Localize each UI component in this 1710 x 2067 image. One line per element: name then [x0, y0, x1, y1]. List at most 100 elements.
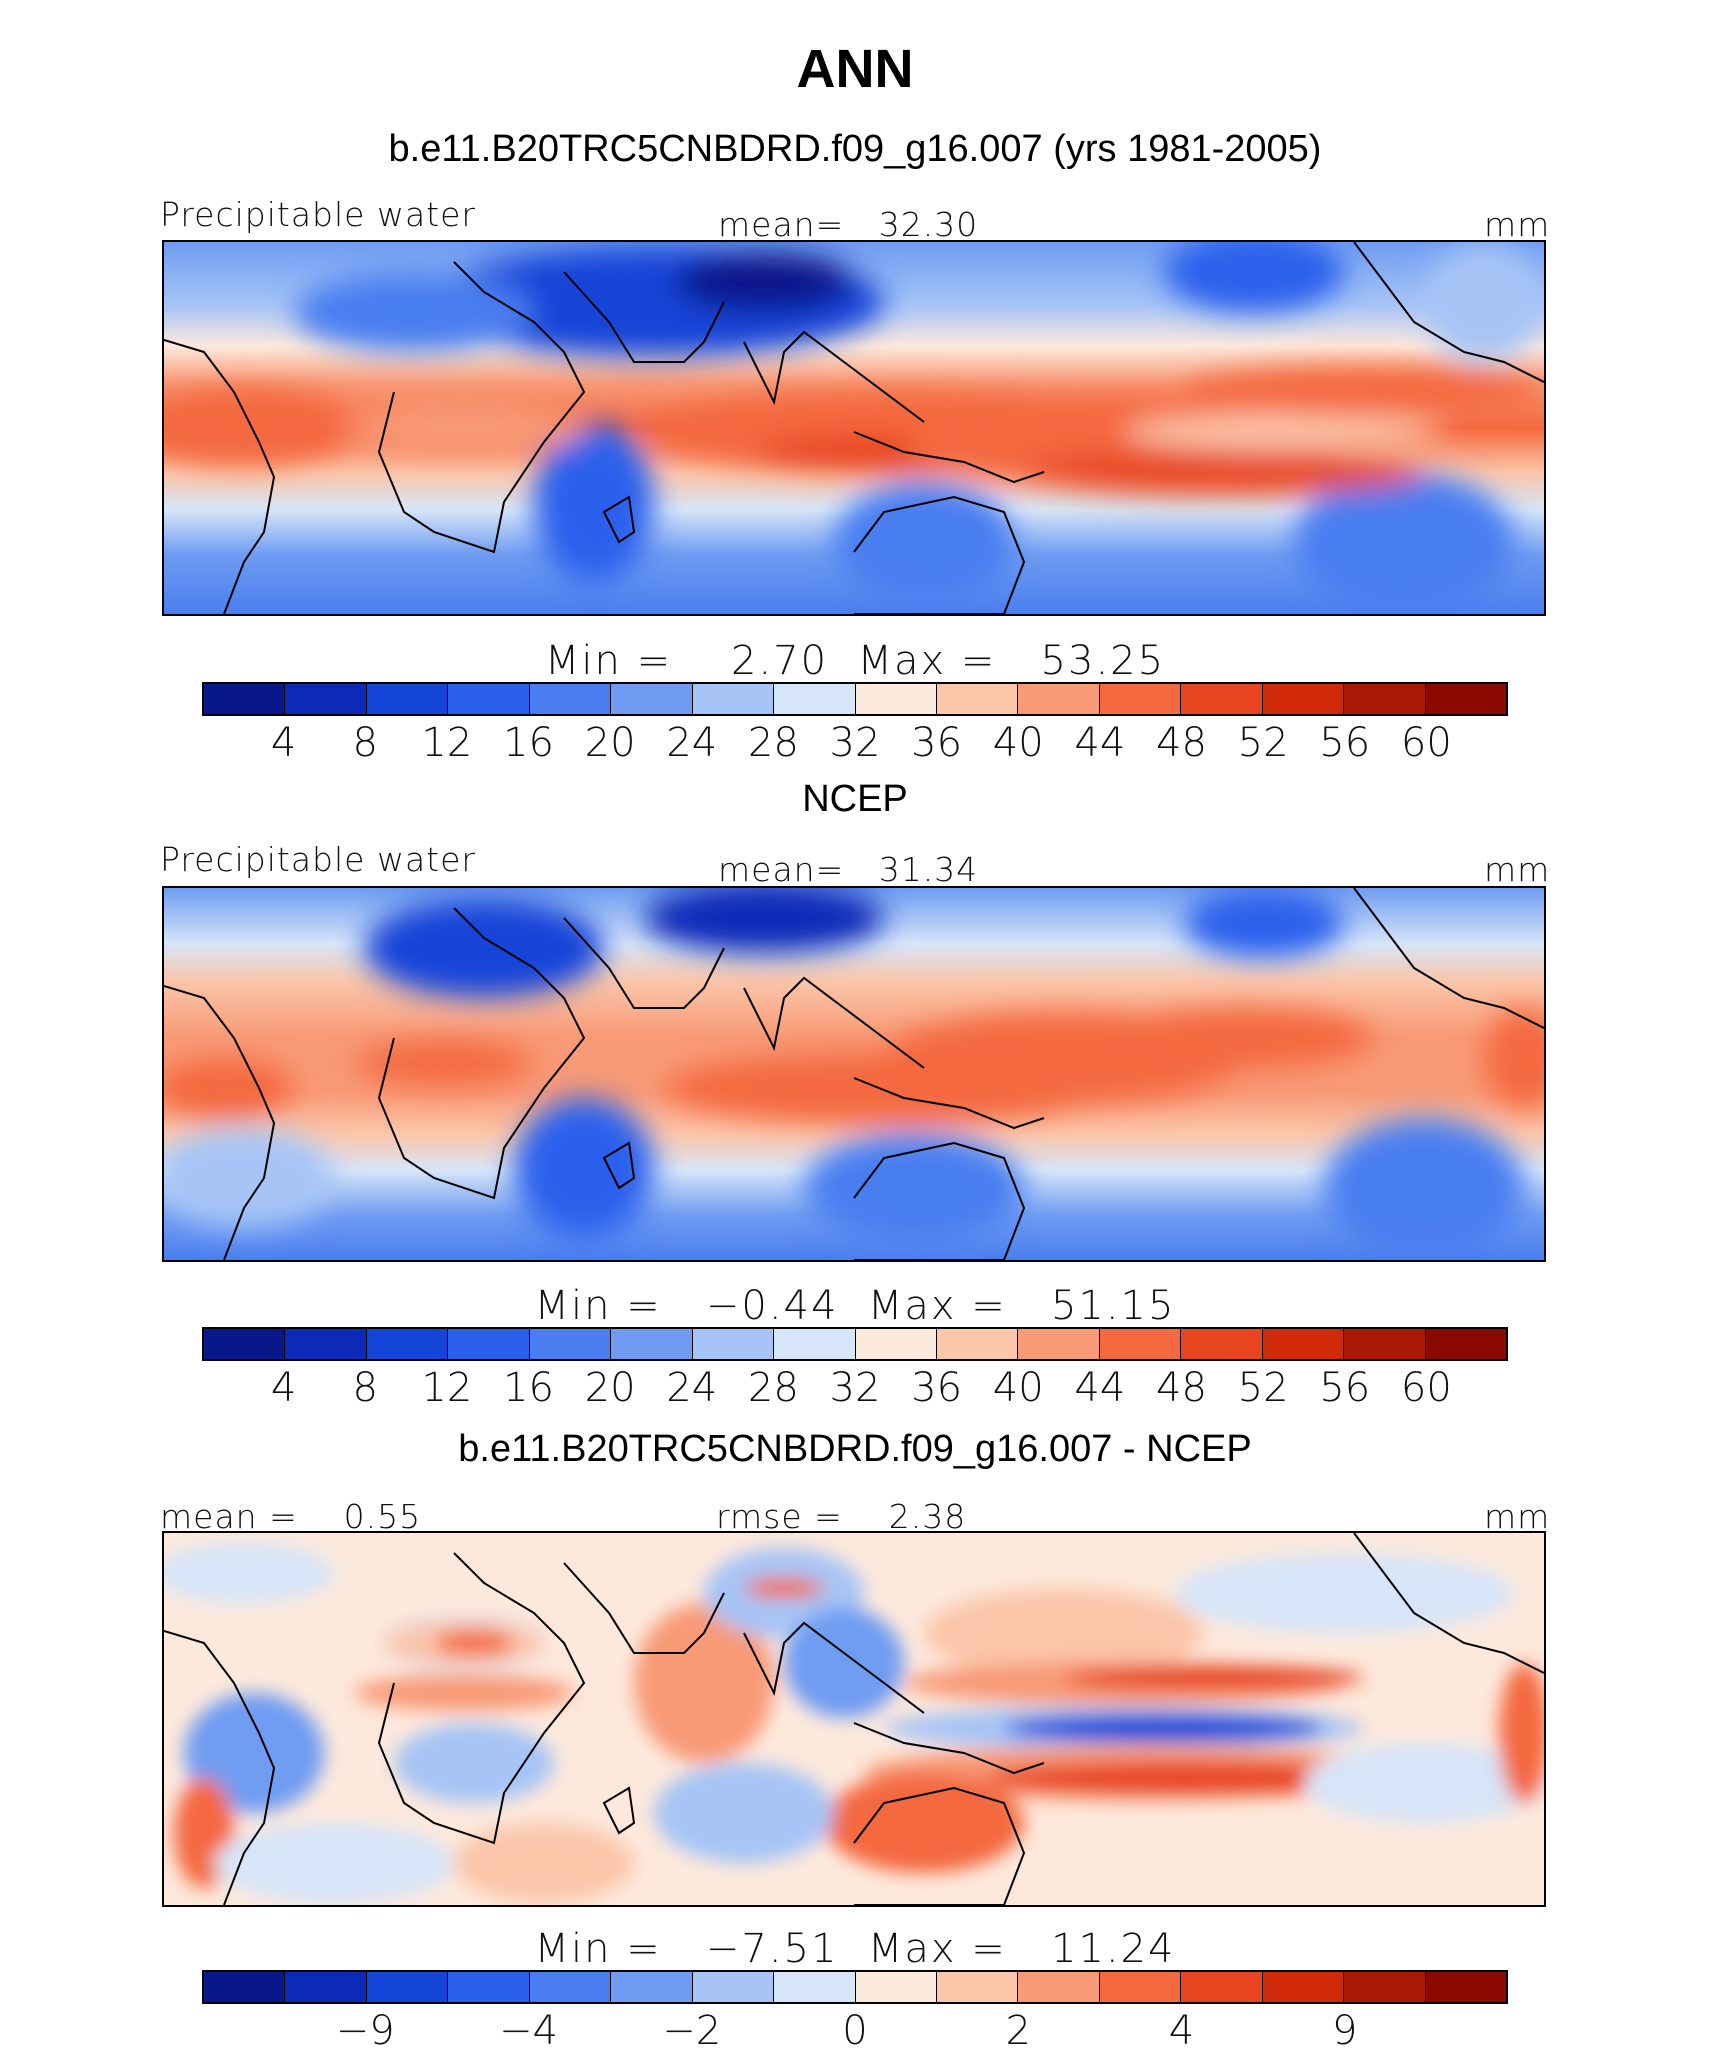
panel-2-colorbar-bin — [1099, 1329, 1182, 1359]
panel-1-colorbar-bin — [855, 684, 937, 714]
panel-3-colorbar-bin — [448, 1972, 530, 2002]
colorbar-tick-label: 36 — [911, 1365, 963, 1411]
colorbar-tick-label: 40 — [992, 720, 1044, 766]
panel-3-colorbar-ticks: −9 −4 −2 0 2 4 9 — [0, 2008, 1710, 2056]
panel-1-colorbar — [202, 682, 1508, 716]
panel-2-field-blobs — [164, 888, 1544, 1258]
panel-2-colorbar-bin — [774, 1329, 856, 1359]
panel-1-map — [162, 240, 1546, 616]
panel-3-mean-label: mean = 0.55 — [160, 1497, 422, 1536]
colorbar-tick-label: 48 — [1156, 720, 1207, 766]
panel-2-colorbar-bin — [529, 1329, 612, 1359]
panel-2-minmax: Min = −0.44 Max = 51.15 — [534, 1283, 1176, 1329]
colorbar-tick-label: 44 — [1074, 1365, 1126, 1411]
panel-1-colorbar-bin — [936, 684, 1019, 714]
panel-3-colorbar-bin — [1099, 1972, 1182, 2002]
panel-1-colorbar-bin — [1344, 684, 1426, 714]
panel-2-subtitle: NCEP — [802, 778, 908, 820]
panel-3-colorbar-bin — [285, 1972, 367, 2002]
panel-2-colorbar-bin — [855, 1329, 937, 1359]
colorbar-tick-label: 20 — [584, 720, 636, 766]
colorbar-tick-label: 40 — [992, 1365, 1044, 1411]
panel-3-units-label: mm — [1484, 1497, 1551, 1536]
panel-3-colorbar-bin — [855, 1972, 937, 2002]
colorbar-tick-label: 32 — [829, 720, 881, 766]
colorbar-tick-label: 56 — [1319, 720, 1371, 766]
colorbar-tick-label: 28 — [747, 1365, 799, 1411]
panel-2-colorbar-bin — [204, 1329, 286, 1359]
panel-2-colorbar-bin — [1344, 1329, 1426, 1359]
colorbar-tick-label: 9 — [1332, 2008, 1358, 2054]
colorbar-tick-label: 0 — [842, 2008, 868, 2054]
panel-2-map — [162, 886, 1546, 1262]
panel-1-colorbar-bin — [529, 684, 612, 714]
colorbar-tick-label: 48 — [1156, 1365, 1207, 1411]
figure-title: ANN — [796, 39, 914, 99]
panel-1-colorbar-ticks: 4 8 12 16 20 24 28 32 36 40 44 48 52 56 60 — [0, 720, 1710, 768]
panel-1-map-svg — [164, 242, 1544, 614]
panel-3-colorbar — [202, 1970, 1508, 2004]
panel-3-colorbar-bin — [1262, 1972, 1345, 2002]
panel-3-colorbar-bin — [692, 1972, 775, 2002]
panel-1-colorbar-bin — [366, 684, 449, 714]
panel-1-colorbar-bin — [1181, 684, 1263, 714]
panel-1-mean-label: mean= 32.30 — [718, 205, 979, 244]
panel-3-rmse-label: rmse = 2.38 — [716, 1497, 967, 1536]
colorbar-tick-label: 28 — [747, 720, 799, 766]
colorbar-tick-label: −2 — [662, 2008, 722, 2054]
panel-2-colorbar-bin — [366, 1329, 449, 1359]
colorbar-tick-label: 8 — [352, 1365, 378, 1411]
colorbar-tick-label: 12 — [421, 720, 473, 766]
panel-3-colorbar-bin — [1344, 1972, 1426, 2002]
panel-1-variable-label: Precipitable water — [160, 195, 476, 234]
panel-1-minmax: Min = 2.70 Max = 53.25 — [544, 638, 1166, 684]
panel-3-field-blobs — [164, 1543, 1544, 1903]
panel-1-colorbar-bin — [448, 684, 530, 714]
panel-2-variable-label: Precipitable water — [160, 840, 476, 879]
colorbar-tick-label: −9 — [335, 2008, 395, 2054]
colorbar-tick-label: 24 — [666, 720, 718, 766]
panel-3-map-svg — [164, 1533, 1544, 1905]
panel-1-colorbar-bin — [692, 684, 775, 714]
panel-3-colorbar-bin — [1018, 1972, 1100, 2002]
panel-2-colorbar-bin — [611, 1329, 693, 1359]
panel-3-colorbar-bin — [1181, 1972, 1263, 2002]
colorbar-tick-label: 44 — [1074, 720, 1126, 766]
panel-1-colorbar-bin — [774, 684, 856, 714]
colorbar-tick-label: 8 — [352, 720, 378, 766]
colorbar-tick-label: 4 — [270, 720, 297, 766]
panel-3-map — [162, 1531, 1546, 1907]
colorbar-tick-label: −4 — [499, 2008, 558, 2054]
panel-1-coastlines — [164, 242, 1544, 614]
panel-3-colorbar-bin — [611, 1972, 693, 2002]
panel-3-subtitle: b.e11.B20TRC5CNBDRD.f09_g16.007 - NCEP — [458, 1428, 1252, 1470]
colorbar-tick-label: 56 — [1319, 1365, 1371, 1411]
colorbar-tick-label: 4 — [270, 1365, 297, 1411]
panel-3-colorbar-bin — [774, 1972, 856, 2002]
colorbar-tick-label: 16 — [503, 1365, 554, 1411]
panel-2-colorbar-bin — [1262, 1329, 1345, 1359]
colorbar-tick-label: 2 — [1005, 2008, 1031, 2054]
panel-2-units-label: mm — [1484, 850, 1551, 889]
panel-1-colorbar-bin — [1425, 684, 1506, 714]
panel-3-colorbar-bin — [936, 1972, 1019, 2002]
panel-1-colorbar-bin — [1099, 684, 1182, 714]
panel-3-colorbar-bin — [529, 1972, 612, 2002]
panel-2-colorbar-bin — [692, 1329, 775, 1359]
panel-3-minmax: Min = −7.51 Max = 11.24 — [534, 1926, 1176, 1972]
panel-1-colorbar-bin — [1262, 684, 1345, 714]
colorbar-tick-label: 24 — [666, 1365, 718, 1411]
panel-1-colorbar-bin — [1018, 684, 1100, 714]
colorbar-tick-label: 12 — [421, 1365, 473, 1411]
colorbar-tick-label: 16 — [503, 720, 554, 766]
panel-3-colorbar-bin — [1425, 1972, 1506, 2002]
panel-1-units-label: mm — [1484, 205, 1551, 244]
panel-2-colorbar-bin — [1018, 1329, 1100, 1359]
panel-2-mean-label: mean= 31.34 — [718, 850, 979, 889]
panel-2-map-svg — [164, 888, 1544, 1260]
panel-2-colorbar-bin — [285, 1329, 367, 1359]
panel-1-subtitle: b.e11.B20TRC5CNBDRD.f09_g16.007 (yrs 198… — [388, 128, 1322, 170]
panel-3-coastlines — [164, 1533, 1544, 1905]
panel-3-colorbar-bin — [366, 1972, 449, 2002]
